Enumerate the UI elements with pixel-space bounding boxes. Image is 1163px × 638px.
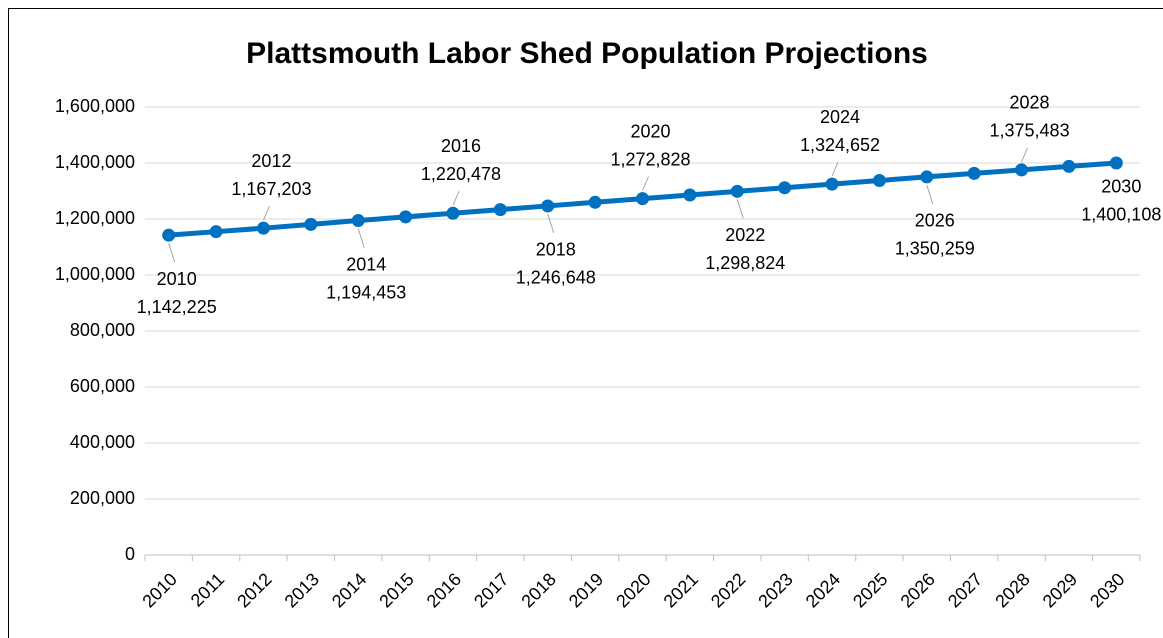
marker	[493, 203, 507, 217]
marker	[920, 170, 934, 184]
leader-line	[547, 213, 555, 234]
data-label-year: 2020	[630, 121, 670, 141]
marker	[209, 225, 223, 239]
leader-line	[736, 199, 744, 219]
leader-line	[262, 205, 270, 221]
data-label-year: 2014	[346, 254, 386, 274]
chart-border	[8, 8, 1163, 638]
leader-line	[831, 161, 839, 177]
data-label-year: 2024	[820, 107, 860, 127]
marker	[541, 199, 555, 213]
y-tick-label: 1,200,000	[55, 208, 135, 228]
leader-line	[357, 228, 365, 248]
data-label: 1,142,225	[137, 297, 217, 317]
data-label-year: 2028	[1010, 93, 1050, 113]
y-tick-label: 200,000	[70, 488, 135, 508]
y-tick-label: 1,000,000	[55, 264, 135, 284]
data-label: 1,298,824	[705, 253, 785, 273]
marker	[304, 217, 318, 231]
leader-line	[642, 176, 649, 191]
data-label: 1,246,648	[516, 268, 596, 288]
leader-line	[168, 243, 176, 263]
data-label-year: 2018	[536, 240, 576, 260]
marker	[351, 214, 365, 228]
data-label-year: 2030	[1101, 177, 1141, 197]
marker	[1109, 156, 1123, 170]
y-tick-label: 1,400,000	[55, 152, 135, 172]
marker	[636, 192, 649, 206]
marker	[1062, 159, 1076, 173]
marker	[730, 184, 744, 198]
data-label-year: 2022	[725, 225, 765, 245]
data-label-year: 2012	[251, 151, 291, 171]
marker	[256, 221, 270, 235]
marker	[162, 228, 176, 242]
data-label: 1,220,478	[421, 164, 501, 184]
marker	[588, 195, 602, 209]
y-tick-label: 0	[125, 544, 135, 564]
leader-line	[1021, 147, 1029, 163]
marker	[1015, 163, 1029, 177]
marker	[778, 181, 792, 195]
data-label: 1,167,203	[231, 179, 311, 199]
data-label: 1,400,108	[1081, 205, 1161, 225]
data-label: 1,194,453	[326, 282, 406, 302]
leader-line	[452, 191, 460, 206]
marker	[825, 177, 839, 191]
data-label-year: 2026	[915, 211, 955, 231]
y-tick-label: 1,600,000	[55, 96, 135, 116]
data-label: 1,272,828	[610, 149, 690, 169]
marker	[446, 206, 460, 220]
marker	[399, 210, 413, 224]
data-label: 1,324,652	[800, 135, 880, 155]
marker	[872, 174, 886, 187]
marker	[967, 166, 981, 180]
marker	[683, 188, 697, 202]
data-label: 1,350,259	[895, 239, 975, 259]
y-tick-label: 400,000	[70, 432, 135, 452]
y-tick-label: 800,000	[70, 320, 135, 340]
y-tick-label: 600,000	[70, 376, 135, 396]
data-label-year: 2010	[157, 269, 197, 289]
data-label: 1,375,483	[990, 121, 1070, 141]
chart-title: Plattsmouth Labor Shed Population Projec…	[246, 37, 928, 70]
leader-line	[926, 184, 934, 205]
data-label-year: 2016	[441, 136, 481, 156]
